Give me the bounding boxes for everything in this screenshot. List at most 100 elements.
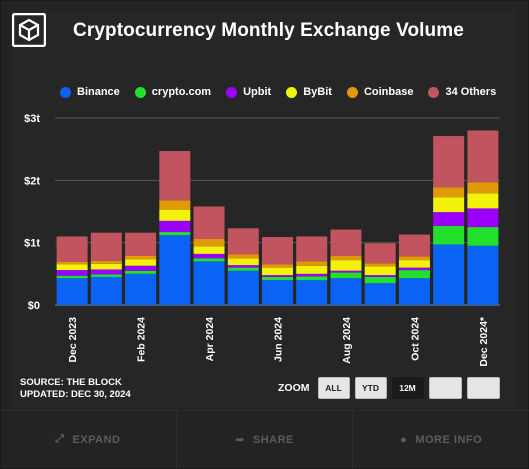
expand-button[interactable]: ⤢ EXPAND [0, 411, 177, 468]
zoom-controls: ZOOM ALL YTD 12M [278, 377, 505, 399]
legend-item-2[interactable]: Upbit [226, 86, 271, 98]
bar-segment [364, 266, 396, 276]
bar-segment [90, 260, 122, 264]
bar-segment [433, 197, 465, 213]
legend-label: ByBit [303, 86, 332, 98]
x-tick-label: Oct 2024 [409, 317, 421, 361]
legend-swatch [286, 86, 298, 98]
legend-item-1[interactable]: crypto.com [134, 86, 212, 98]
bar-segment [364, 283, 396, 305]
bar-segment [262, 280, 293, 305]
legend-swatch [428, 86, 440, 98]
bar-segment [398, 260, 430, 268]
bar-segment [90, 269, 122, 275]
bar-segment [433, 212, 465, 226]
bar-segment [467, 193, 499, 209]
info-circle-icon: ● [400, 433, 408, 446]
bar-segment [125, 232, 157, 256]
action-bar: ⤢ EXPAND ➦ SHARE ● MORE INFO [0, 410, 529, 468]
y-tick-label: $3t [24, 113, 40, 125]
more-info-button[interactable]: ● MORE INFO [353, 411, 529, 468]
bar-segment [227, 258, 259, 266]
bar-segment [433, 187, 465, 198]
share-arrow-icon: ➦ [235, 434, 245, 446]
share-button[interactable]: ➦ SHARE [177, 411, 354, 468]
y-tick-label: $2t [24, 175, 40, 187]
bar-segment [56, 275, 88, 279]
bar-segment [227, 270, 259, 305]
expand-label: EXPAND [72, 433, 121, 446]
bar-segment [159, 235, 191, 305]
zoom-ytd-button[interactable]: YTD [354, 377, 387, 399]
legend-item-0[interactable]: Binance [60, 86, 120, 98]
legend-item-3[interactable]: ByBit [286, 86, 332, 98]
legend-swatch [134, 86, 146, 98]
chart-legend: Binance crypto.com Upbit ByBit Coinbase 34 Ot… [60, 86, 511, 98]
bar-segment [125, 265, 157, 271]
bar-segment [262, 267, 293, 276]
legend-item-4[interactable]: Coinbase [346, 86, 413, 98]
legend-swatch [226, 86, 238, 98]
zoom-blank-button-1[interactable] [428, 377, 462, 399]
zoom-label: ZOOM [278, 382, 310, 394]
bar-segment [330, 260, 362, 271]
bar-segment [125, 270, 157, 274]
legend-label: 34 Others [445, 86, 497, 98]
legend-label: crypto.com [151, 86, 212, 98]
legend-swatch [346, 86, 358, 98]
bar-segment [159, 232, 191, 236]
bar-segment [159, 200, 191, 210]
bar-segment [398, 267, 430, 271]
bar-segment [227, 267, 259, 271]
bar-segment [330, 270, 362, 273]
the-block-cube-logo [12, 13, 46, 47]
bar-segment [467, 208, 499, 228]
bar-segment [330, 272, 362, 279]
bar-segment [125, 255, 157, 260]
legend-swatch [60, 86, 71, 98]
bar-segment [398, 270, 430, 279]
zoom-all-button[interactable]: ALL [317, 377, 350, 399]
bar-segment [262, 264, 293, 268]
x-tick-label: Dec 2024* [478, 316, 490, 367]
bar-segment [467, 130, 499, 183]
chart-card [10, 10, 517, 408]
bar-segment [398, 256, 430, 261]
bar-segment [159, 220, 191, 233]
x-tick-label: Dec 2023 [67, 317, 79, 363]
bar-segment [90, 232, 122, 261]
legend-item-5[interactable]: 34 Others [428, 86, 496, 98]
bar-segment [364, 243, 396, 264]
bar-segment [227, 254, 259, 259]
stacked-bar-chart: $0 $1t $2t $3t Dec 2023 Feb 2024 Apr 2024 Jun 2… [24, 113, 500, 367]
bar-segment [433, 136, 465, 188]
bar-segment [433, 225, 465, 245]
zoom-blank-button-2[interactable] [466, 377, 500, 399]
x-tick-label: Aug 2024 [341, 317, 353, 364]
bar-segment [296, 273, 328, 277]
bar-segment [125, 259, 157, 266]
bar-segment [56, 261, 88, 265]
zoom-12m-button[interactable]: 12M [391, 377, 424, 399]
share-label: SHARE [252, 433, 294, 446]
bar-segment [467, 227, 499, 246]
bar-segment [193, 261, 225, 305]
bar-segment [330, 255, 362, 261]
bar-segment [296, 265, 328, 274]
x-tick-label: Feb 2024 [136, 317, 148, 362]
source-note: SOURCE: THE BLOCK UPDATED: DEC 30, 2024 [20, 377, 131, 401]
bar-segment [398, 278, 430, 305]
bar-segment [296, 276, 328, 281]
updated-text: UPDATED: DEC 30, 2024 [20, 389, 131, 400]
bar-segment [125, 273, 157, 305]
bar-segment [364, 276, 396, 284]
bar-segment [193, 258, 225, 262]
source-text: SOURCE: THE BLOCK [20, 377, 122, 388]
y-tick-label: $0 [28, 300, 40, 312]
bar-segment [398, 234, 430, 257]
bar-segment [193, 253, 225, 259]
bar-segment [159, 209, 191, 221]
bar-segment [227, 265, 259, 268]
bar-segment [296, 236, 328, 262]
bar-segment [159, 151, 191, 201]
